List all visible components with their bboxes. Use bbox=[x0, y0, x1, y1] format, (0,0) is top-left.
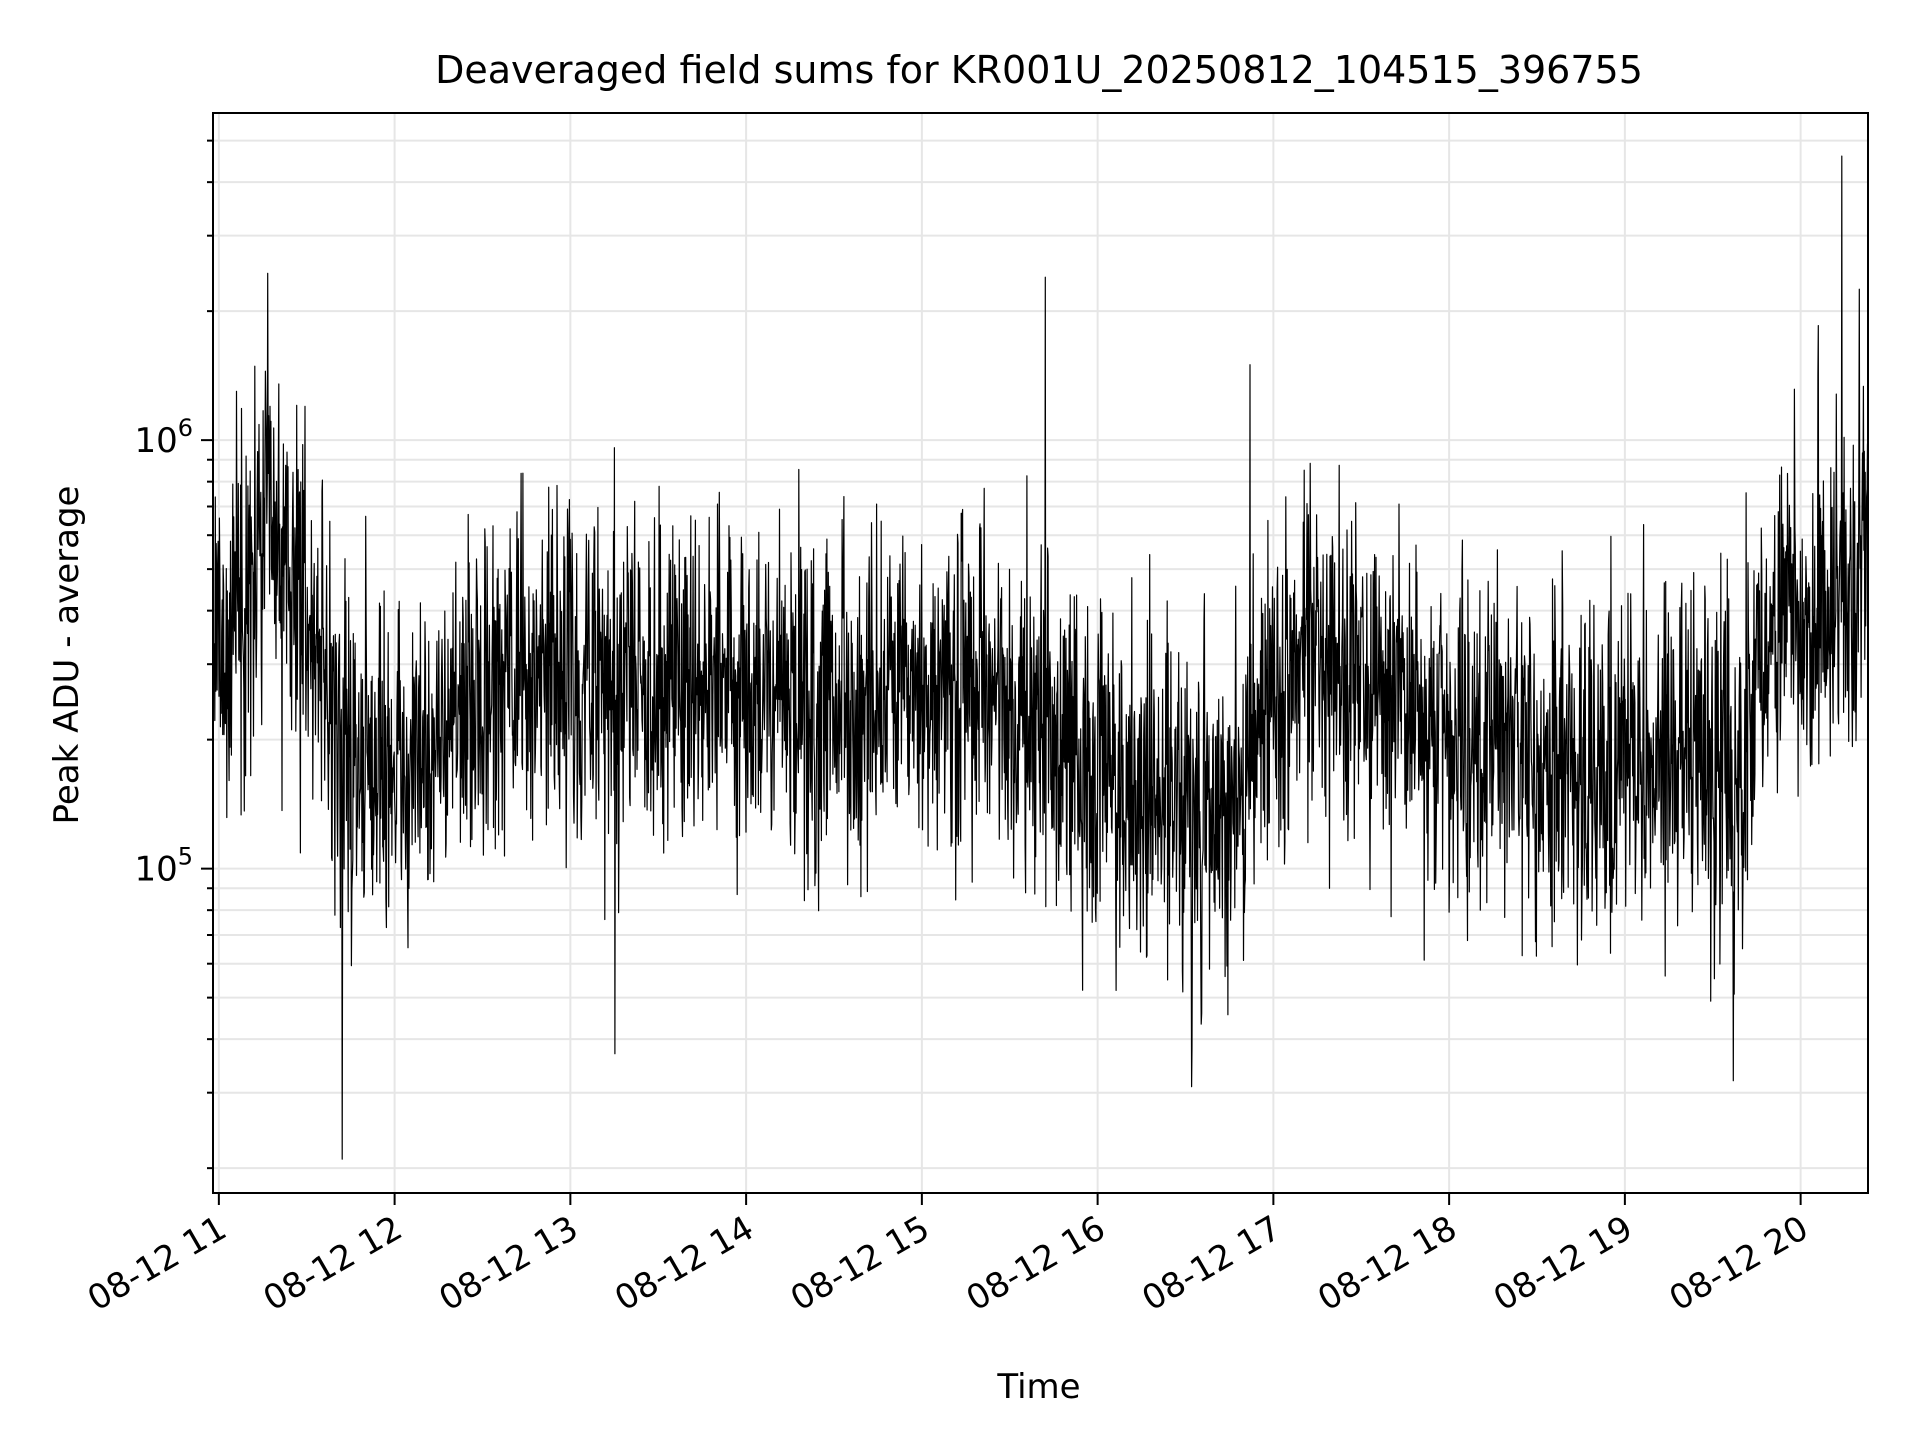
series-line bbox=[212, 155, 1869, 1160]
chart-title: Deaveraged field sums for KR001U_2025081… bbox=[435, 48, 1643, 92]
axes-frame bbox=[212, 112, 1869, 1194]
plot-area bbox=[212, 155, 1869, 1160]
y-axis-label: Peak ADU - average bbox=[47, 486, 87, 825]
y-tick-label: 106 bbox=[134, 414, 193, 461]
x-axis-label: Time bbox=[996, 1367, 1080, 1407]
y-axis: 105 106 bbox=[134, 139, 213, 1170]
y-tick-label: 105 bbox=[134, 843, 193, 890]
